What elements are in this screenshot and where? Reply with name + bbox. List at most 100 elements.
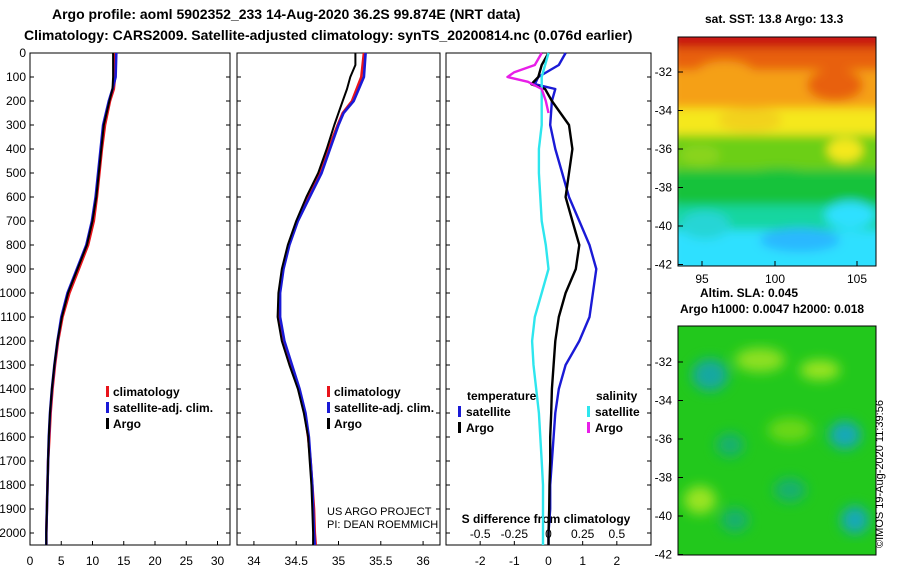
temp-x-tick-label: 0 bbox=[27, 554, 34, 568]
temp-x-tick-label: 20 bbox=[148, 554, 162, 568]
depth-tick-label: 600 bbox=[6, 190, 26, 204]
sst-lon-tick-label: 105 bbox=[847, 272, 867, 286]
sst-lon-tick-label: 100 bbox=[765, 272, 785, 286]
sst-lat-tick-label: -34 bbox=[655, 104, 673, 118]
sla-map-title: Altim. SLA: 0.045 bbox=[700, 286, 799, 300]
series-line-satellite-adj-clim- bbox=[278, 52, 367, 546]
depth-tick-label: 900 bbox=[6, 262, 26, 276]
sla-lat-tick-label: -42 bbox=[655, 548, 673, 562]
sst-map bbox=[678, 37, 876, 266]
series-line-argo bbox=[45, 53, 115, 545]
legend-swatch bbox=[327, 418, 330, 429]
depth-tick-label: 1900 bbox=[0, 502, 26, 516]
depth-tick-label: 1800 bbox=[0, 478, 26, 492]
diff-x-tick-label-temperature: 1 bbox=[579, 554, 586, 568]
sal-x-tick-label: 35.5 bbox=[369, 554, 393, 568]
legend-label-salinity: satellite bbox=[595, 405, 640, 419]
legend-label: Argo bbox=[113, 417, 141, 431]
temp-x-tick-label: 15 bbox=[117, 554, 131, 568]
legend-swatch bbox=[587, 406, 590, 417]
temp-x-tick-label: 30 bbox=[211, 554, 225, 568]
depth-tick-label: 1100 bbox=[0, 310, 26, 324]
sst-lat-tick-label: -40 bbox=[655, 219, 673, 233]
legend-label: satellite-adj. clim. bbox=[113, 401, 213, 415]
depth-tick-label: 800 bbox=[6, 238, 26, 252]
sst-lat-tick-label: -36 bbox=[655, 142, 673, 156]
legend-label: Argo bbox=[334, 417, 362, 431]
series-line-temperature-Argo bbox=[530, 52, 581, 545]
temp-x-tick-label: 10 bbox=[86, 554, 100, 568]
sla-map bbox=[678, 326, 876, 555]
depth-tick-label: 700 bbox=[6, 214, 26, 228]
sal-x-tick-label: 34 bbox=[247, 554, 261, 568]
legend-label-salinity: Argo bbox=[595, 421, 623, 435]
legend-swatch bbox=[327, 402, 330, 413]
series-line-temperature-satellite bbox=[533, 52, 598, 545]
sal-x-tick-label: 36 bbox=[416, 554, 430, 568]
depth-tick-label: 300 bbox=[6, 118, 26, 132]
depth-tick-label: 1700 bbox=[0, 454, 26, 468]
depth-tick-label: 1000 bbox=[0, 286, 26, 300]
legend-header-temperature: temperature bbox=[467, 389, 537, 403]
legend-label-temperature: satellite bbox=[466, 405, 511, 419]
legend-swatch bbox=[106, 386, 109, 397]
temp-x-tick-label: 25 bbox=[180, 554, 194, 568]
sla-lat-tick-label: -40 bbox=[655, 509, 673, 523]
project-line-1: US ARGO PROJECT bbox=[327, 506, 432, 518]
diff-x-tick-label-temperature: -1 bbox=[509, 554, 520, 568]
depth-tick-label: 1300 bbox=[0, 358, 26, 372]
depth-tick-label: 200 bbox=[6, 94, 26, 108]
series-line-climatology bbox=[277, 52, 366, 546]
sla-lat-tick-label: -32 bbox=[655, 355, 673, 369]
diff-x-tick-label-salinity: 0.25 bbox=[571, 527, 595, 541]
sst-lat-tick-label: -32 bbox=[655, 65, 673, 79]
sal-x-tick-label: 34.5 bbox=[285, 554, 309, 568]
sst-map-title: sat. SST: 13.8 Argo: 13.3 bbox=[705, 12, 844, 26]
series-line-salinity-Argo bbox=[506, 52, 550, 114]
sla-lat-tick-label: -36 bbox=[655, 432, 673, 446]
legend-label: climatology bbox=[334, 385, 401, 399]
temp-x-tick-label: 5 bbox=[58, 554, 65, 568]
header-line-1: Argo profile: aoml 5902352_233 14-Aug-20… bbox=[52, 6, 521, 22]
header-line-2: Climatology: CARS2009. Satellite-adjuste… bbox=[24, 27, 633, 43]
sla-lat-tick-label: -34 bbox=[655, 394, 673, 408]
legend-header-salinity: salinity bbox=[596, 389, 638, 403]
depth-tick-label: 1500 bbox=[0, 406, 26, 420]
legend-swatch bbox=[106, 418, 109, 429]
legend-swatch bbox=[458, 422, 461, 433]
depth-tick-label: 2000 bbox=[0, 526, 26, 540]
diff-x-axis-label: S difference from climatology bbox=[462, 512, 631, 526]
sst-lat-tick-label: -42 bbox=[655, 258, 673, 272]
depth-tick-label: 0 bbox=[19, 46, 26, 60]
sst-lon-tick-label: 95 bbox=[695, 272, 709, 286]
plot-frame-1 bbox=[29, 52, 231, 546]
diff-x-tick-label-temperature: 0 bbox=[545, 554, 552, 568]
depth-tick-label: 1400 bbox=[0, 382, 26, 396]
depth-tick-label: 400 bbox=[6, 142, 26, 156]
depth-tick-label: 1600 bbox=[0, 430, 26, 444]
depth-tick-label: 1200 bbox=[0, 334, 26, 348]
diff-x-tick-label-temperature: 2 bbox=[613, 554, 620, 568]
legend-label-temperature: Argo bbox=[466, 421, 494, 435]
sst-lat-tick-label: -38 bbox=[655, 181, 673, 195]
project-line-2: PI: DEAN ROEMMICH bbox=[327, 519, 439, 531]
diff-x-tick-label-salinity: 0.5 bbox=[608, 527, 625, 541]
plot-frame-3 bbox=[445, 52, 652, 546]
legend-swatch bbox=[327, 386, 330, 397]
depth-tick-label: 500 bbox=[6, 166, 26, 180]
diff-x-tick-label-salinity: -0.25 bbox=[501, 527, 529, 541]
series-line-salinity-satellite bbox=[530, 52, 550, 545]
legend-swatch bbox=[458, 406, 461, 417]
legend-label: climatology bbox=[113, 385, 180, 399]
series-line-climatology bbox=[44, 53, 117, 545]
legend-label: satellite-adj. clim. bbox=[334, 401, 434, 415]
series-line-argo bbox=[276, 53, 357, 545]
legend-swatch bbox=[587, 422, 590, 433]
legend-swatch bbox=[106, 402, 109, 413]
sal-x-tick-label: 35 bbox=[332, 554, 346, 568]
sla-lat-tick-label: -38 bbox=[655, 471, 673, 485]
depth-tick-label: 100 bbox=[6, 70, 26, 84]
sla-map-subtitle: Argo h1000: 0.0047 h2000: 0.018 bbox=[680, 302, 865, 316]
diff-x-tick-label-temperature: -2 bbox=[475, 554, 486, 568]
